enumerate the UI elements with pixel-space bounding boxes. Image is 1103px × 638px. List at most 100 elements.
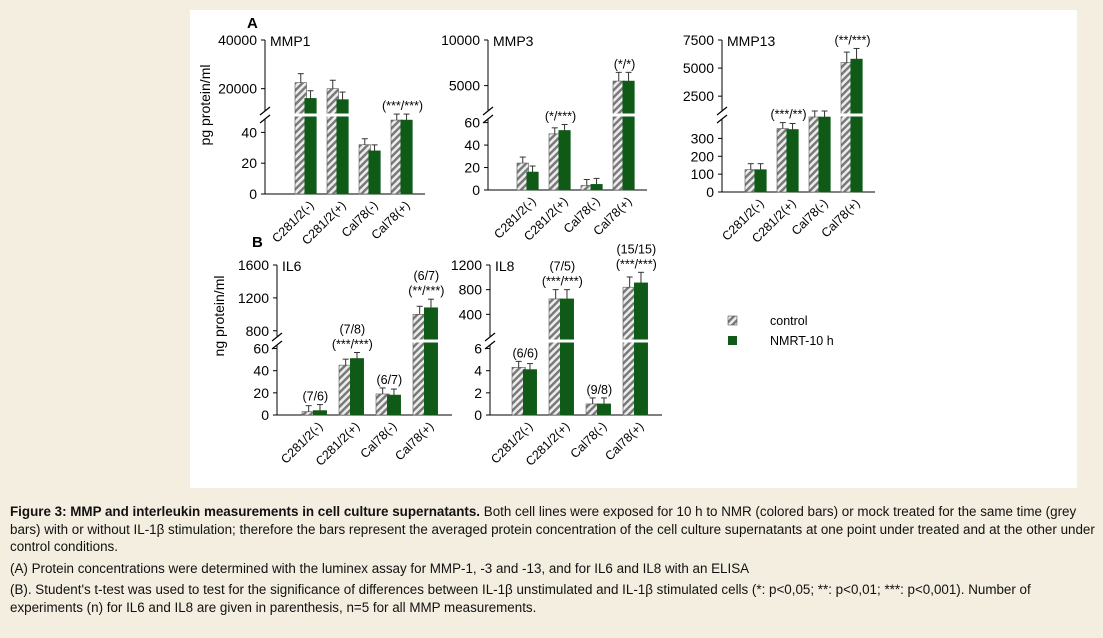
bar-nmrt [754,169,767,193]
y-tick-label: 200 [691,148,715,164]
caption-paragraph-b: (B). Student's t-test was used to test f… [10,582,1031,615]
caption-paragraph-main: Figure 3: MMP and interleukin measuremen… [10,503,1095,556]
caption-body: Both cell lines were exposed for 10 h to… [10,504,1095,554]
significance-annotation: (**/***) [834,33,870,47]
axis-break-mark [482,106,494,116]
y-tick-label: 400 [459,306,483,322]
bar-nmrt [313,410,327,416]
chart-title: MMP3 [493,33,534,49]
y-tick-label: 40 [253,363,269,379]
axis-break-mark [484,332,496,342]
bar-nmrt [368,150,381,195]
significance-annotation: (***/***) [382,99,423,113]
y-tick-label: 40 [241,124,257,140]
bar-nmrt [400,119,413,195]
y-tick-label: 60 [464,115,480,131]
y-tick-label: 0 [472,182,480,198]
bar-nmrt [526,171,539,191]
y-tick-label: 1600 [238,257,269,273]
significance-annotation: (6/7) [413,269,439,283]
y-tick-label: 300 [691,130,715,146]
significance-annotation: (6/6) [512,346,538,360]
bar-nmrt [850,58,863,193]
bar-nmrt [622,80,635,191]
panel-label-b: B [252,234,263,251]
legend-nmrt-swatch [728,336,737,345]
y-tick-label: 60 [253,341,269,357]
y-tick-label: 20000 [218,81,257,97]
y-tick-label: 10000 [441,32,480,48]
bar-nmrt [590,184,603,191]
legend: control NMRT-10 h [727,314,834,348]
y-tick-label: 20 [253,385,269,401]
caption-paragraph-a: (A) Protein concentrations were determin… [10,560,750,576]
figure-chart: A B pg protein/ml ng protein/ml control … [197,15,875,469]
y-tick-label: 40 [464,137,480,153]
significance-annotation: (6/7) [376,373,402,387]
significance-annotation: (7/5) [549,260,575,274]
axis-break-mark [482,114,494,124]
bar-break-gap [411,339,441,343]
bar-break-gap [325,113,351,117]
bar-break-gap [611,113,637,117]
significance-annotation: (15/15) [617,242,657,256]
axis-break-mark [259,114,271,124]
y-tick-label: 0 [249,186,257,202]
figure-panel: A B pg protein/ml ng protein/ml control … [190,10,1077,488]
bar-break-gap [839,113,865,117]
bar-nmrt [387,394,401,416]
y-axis-label-a: pg protein/ml [197,65,213,146]
y-tick-label: 0 [474,407,482,423]
y-tick-label: 0 [261,407,269,423]
axis-break-mark [259,106,271,116]
significance-annotation: (7/6) [302,390,328,404]
bar-nmrt [597,403,611,416]
y-tick-label: 2 [474,385,482,401]
panel-label-a: A [247,15,258,32]
y-tick-label: 4 [474,363,482,379]
caption-title: Figure 3: MMP and interleukin measuremen… [10,504,481,519]
y-tick-label: 800 [246,323,270,339]
axis-break-mark [716,106,728,116]
bar-break-gap [293,113,319,117]
y-tick-label: 1200 [451,257,482,273]
bar-nmrt [786,129,799,193]
figure-caption: Figure 3: MMP and interleukin measuremen… [10,503,1095,620]
bar-nmrt [304,98,317,195]
bar-nmrt [634,282,648,416]
bar-nmrt [560,298,574,416]
significance-annotation: (***/***) [332,338,373,352]
significance-annotation: (***/***) [542,275,583,289]
bar-nmrt [523,369,537,416]
bar-nmrt [424,307,438,416]
y-axis-label-b: ng protein/ml [211,276,227,357]
bar-break-gap [547,339,577,343]
y-tick-label: 5000 [449,78,480,94]
y-tick-label: 1200 [238,290,269,306]
legend-control-swatch [727,315,738,326]
y-tick-label: 40000 [218,32,257,48]
y-tick-label: 20 [464,160,480,176]
bar-break-gap [621,339,651,343]
y-tick-label: 2500 [683,88,714,104]
y-tick-label: 7500 [683,32,714,48]
chart-title: MMP13 [727,33,775,49]
y-tick-label: 100 [691,166,715,182]
significance-annotation: (**/***) [408,284,444,298]
significance-annotation: (*/***) [545,109,576,123]
axis-break-mark [484,340,496,350]
legend-control-label: control [770,314,808,328]
axis-break-mark [271,332,283,342]
significance-annotation: (*/*) [614,57,636,71]
legend-nmrt-label: NMRT-10 h [770,334,834,348]
bar-nmrt [818,116,831,193]
bar-nmrt [558,130,571,191]
significance-annotation: (9/8) [586,383,612,397]
y-tick-label: 800 [459,282,483,298]
y-tick-label: 6 [474,341,482,357]
chart-title: MMP1 [270,33,311,49]
